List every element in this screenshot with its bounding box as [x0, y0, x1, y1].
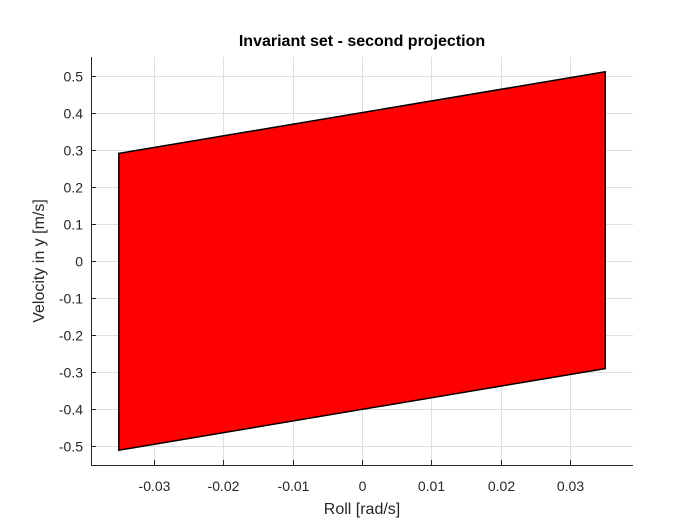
- x-tick-label: 0.02: [488, 478, 515, 494]
- x-tick-label: -0.01: [278, 478, 310, 494]
- y-tick-label: 0.5: [64, 69, 84, 85]
- y-tick-label: -0.4: [59, 402, 83, 418]
- y-tick-label: 0.1: [64, 217, 84, 233]
- x-tick-label: -0.02: [208, 478, 240, 494]
- y-tick-label: -0.1: [59, 291, 83, 307]
- invariant-set-polygon: [118, 70, 606, 452]
- y-axis-label: Velocity in y [m/s]: [31, 199, 48, 323]
- y-tick-label: -0.5: [59, 439, 83, 455]
- x-tick-label: 0.03: [557, 478, 584, 494]
- y-tick-label: -0.3: [59, 365, 83, 381]
- y-tick-label: 0: [75, 254, 83, 270]
- x-tick-label: 0: [359, 478, 367, 494]
- y-tick-label: 0.2: [64, 180, 84, 196]
- x-tick-label: 0.01: [418, 478, 445, 494]
- x-axis-label: Roll [rad/s]: [324, 501, 400, 518]
- ticks: -0.03 -0.02 -0.01 0 0.01 0.02 0.03 0.5 0.4 0.3 0.2…: [59, 69, 584, 495]
- y-tick-label: 0.4: [64, 106, 84, 122]
- polygon-layer: [118, 70, 606, 452]
- y-tick-label: 0.3: [64, 143, 84, 159]
- y-tick-label: -0.2: [59, 328, 83, 344]
- x-tick-label: -0.03: [139, 478, 171, 494]
- chart-title: Invariant set - second projection: [239, 33, 485, 50]
